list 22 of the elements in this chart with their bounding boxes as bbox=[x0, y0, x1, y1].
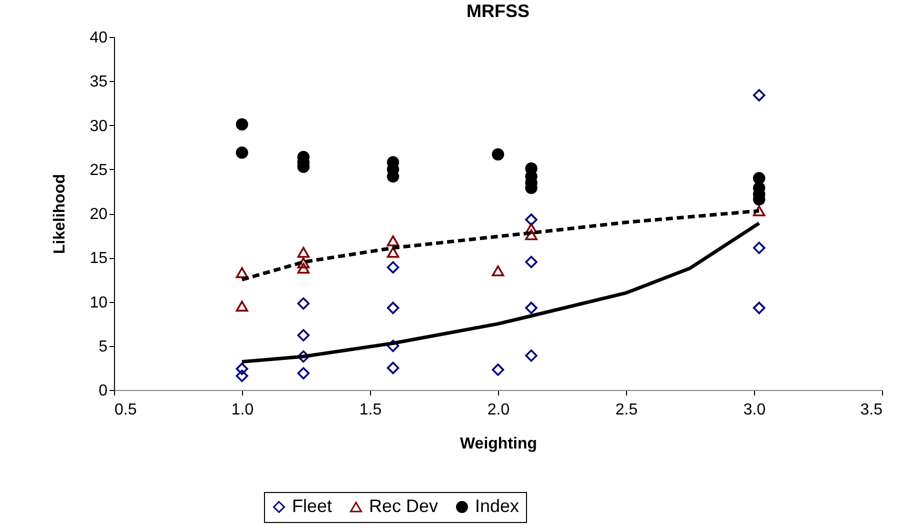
x-tick-label: 2.5 bbox=[615, 402, 638, 418]
y-tick-label: 0 bbox=[98, 382, 108, 400]
legend-label: Index bbox=[475, 496, 520, 516]
chart-title: MRFSS bbox=[466, 1, 530, 21]
y-tick-label: 30 bbox=[90, 118, 108, 135]
x-axis-title: Weighting bbox=[460, 436, 538, 452]
y-tick-label: 25 bbox=[90, 162, 108, 179]
y-tick-label: 5 bbox=[98, 338, 108, 356]
x-tick-label: 3.5 bbox=[860, 402, 883, 418]
x-tick-label: 1.5 bbox=[359, 402, 382, 418]
x-tick-label: 1.0 bbox=[231, 402, 254, 418]
x-tick-label: 3.0 bbox=[743, 402, 766, 418]
x-tick-label: 2.0 bbox=[487, 402, 510, 418]
x-tick-label: 0.5 bbox=[114, 402, 137, 418]
y-tick-label: 35 bbox=[90, 74, 108, 91]
y-axis-title: Likelihood bbox=[52, 174, 69, 254]
legend-label: Rec Dev bbox=[369, 496, 438, 516]
y-tick-label: 15 bbox=[90, 250, 108, 268]
y-tick-label: 20 bbox=[90, 206, 108, 223]
legend-label: Fleet bbox=[292, 496, 332, 516]
y-tick-label: 10 bbox=[90, 294, 108, 312]
y-tick-label: 40 bbox=[90, 30, 108, 46]
